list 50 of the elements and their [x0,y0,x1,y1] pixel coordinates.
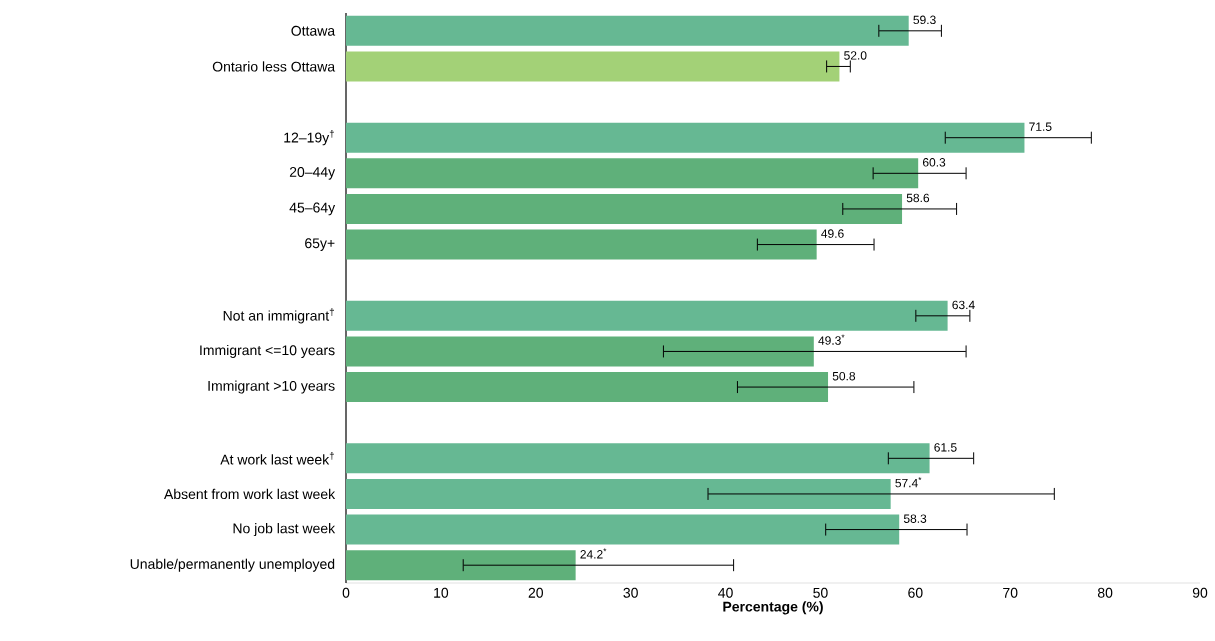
y-tick-label: Ottawa [291,25,336,36]
y-tick-label: Immigrant <=10 years [200,344,335,358]
y-tick-label: Ontario less Ottawa [212,61,336,72]
data-label: 57.4$^{*}$ [895,477,922,488]
bar [346,478,891,509]
bar [346,336,814,367]
y-tick-label: No job last week [233,523,336,537]
data-label: 49.3$^{*}$ [818,334,845,345]
y-tick-label: Not an immigrant$^{†}$ [223,308,334,324]
data-label: 58.3 [903,514,927,523]
y-tick-label: Absent from work last week [163,488,336,500]
x-tick-label: 20 [528,587,544,598]
y-tick-label: Unable/permanently unemployed [130,558,335,572]
x-axis-title: Percentage (%) [723,601,823,615]
x-tick-label: 30 [623,587,638,598]
bar [346,300,948,331]
data-label: 61.5 [934,443,957,452]
data-label: 59.3 [913,15,936,25]
y-tick-label: 65y+ [305,238,335,251]
bar [346,443,930,474]
data-label: 49.6 [821,229,844,238]
data-label: 58.6 [906,193,930,203]
data-label: 63.4 [952,300,975,310]
x-tick-label: 40 [718,587,733,598]
bar [346,193,903,224]
y-tick-label: Immigrant >10 years [208,380,335,394]
y-tick-label: 45–64y [289,202,336,216]
bar [346,550,576,581]
data-label: 50.8 [832,371,856,381]
bar [346,514,900,545]
data-label: 52.0 [844,51,867,60]
bar [346,122,1025,153]
x-tick-label: 60 [908,587,923,598]
data-label: 24.2$^{*}$ [580,548,607,559]
x-tick-label: 50 [813,587,828,598]
x-tick-label: 90 [1192,587,1208,598]
y-tick-label: 12–19y$^{†}$ [284,130,334,146]
y-tick-label: 20–44y [289,166,336,180]
bar [346,51,840,82]
x-tick-label: 10 [434,587,449,598]
x-tick-label: 70 [1003,587,1018,598]
bar [346,15,909,46]
bar [346,372,829,403]
bar [346,229,817,260]
x-tick-label: 80 [1097,587,1113,598]
data-label: 60.3 [922,158,946,167]
bar [346,158,919,189]
x-tick-label: 0 [342,587,350,598]
y-tick-label: At work last week$^{†}$ [220,452,334,465]
data-label: 71.5 [1029,122,1052,131]
